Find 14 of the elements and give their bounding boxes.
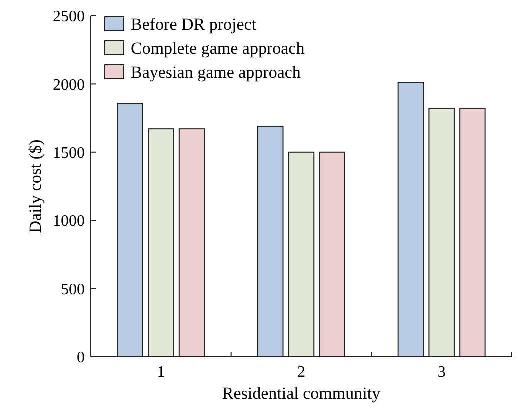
y-tick-label: 1000 <box>53 213 85 230</box>
y-tick-label: 2000 <box>53 76 85 94</box>
x-axis-title: Residential community <box>222 384 382 403</box>
y-tick-label: 500 <box>61 281 85 298</box>
legend-label: Before DR project <box>131 14 257 34</box>
legend-label: Bayesian game approach <box>131 62 302 82</box>
x-tick-label: 3 <box>438 364 446 381</box>
x-tick-label: 2 <box>298 364 306 381</box>
y-tick-label: 2500 <box>53 8 85 26</box>
legend-label: Complete game approach <box>131 38 306 58</box>
y-tick-label: 1500 <box>53 145 85 162</box>
x-tick-label: 1 <box>157 364 166 381</box>
y-tick-label: 0 <box>77 350 85 367</box>
y-axis-title: Daily cost ($) <box>26 140 45 234</box>
